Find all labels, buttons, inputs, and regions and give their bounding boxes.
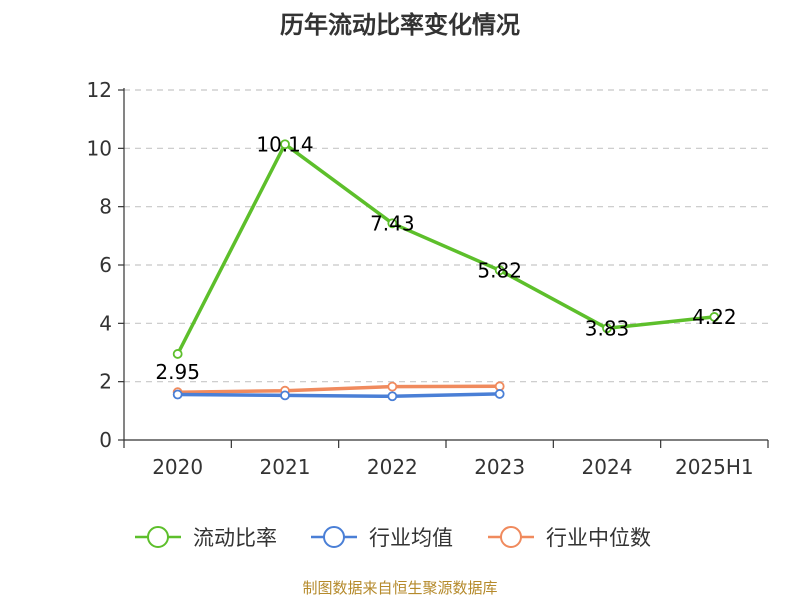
- x-tick-label: 2021: [260, 455, 311, 479]
- data-point: [494, 265, 505, 276]
- x-tick-label: 2023: [474, 455, 525, 479]
- data-point: [709, 312, 720, 322]
- legend-label: 行业中位数: [546, 526, 651, 550]
- legend-marker: [323, 526, 345, 548]
- data-point: [280, 139, 290, 150]
- data-label: 4.22: [692, 305, 737, 329]
- legend-label: 行业均值: [369, 526, 453, 550]
- y-tick-label: 12: [87, 78, 112, 102]
- legend-marker: [500, 526, 522, 548]
- data-label: 2.95: [155, 360, 200, 384]
- series-lines: [172, 139, 720, 402]
- chart-title: 历年流动比率变化情况: [280, 11, 520, 39]
- y-tick-label: 0: [99, 428, 112, 452]
- y-tick-label: 8: [99, 195, 112, 219]
- data-label: 3.83: [585, 316, 630, 340]
- y-tick-label: 4: [99, 311, 112, 335]
- legend: 流动比率 行业均值 行业中位数: [135, 526, 651, 550]
- data-label: 10.14: [256, 132, 313, 156]
- x-tick-label: 2020: [152, 455, 203, 479]
- data-point: [387, 381, 398, 392]
- x-tick-label: 2024: [582, 455, 633, 479]
- y-tick-label: 2: [99, 370, 112, 394]
- x-tick-label: 2025H1: [675, 455, 754, 479]
- legend-label: 流动比率: [193, 526, 277, 550]
- data-label: 7.43: [370, 211, 415, 235]
- y-tick-label: 6: [99, 253, 112, 277]
- data-point: [280, 390, 290, 401]
- data-point: [387, 391, 398, 402]
- source-note: 制图数据来自恒生聚源数据库: [302, 579, 497, 597]
- data-point: [494, 389, 505, 399]
- x-tick-label: 2022: [367, 455, 418, 479]
- legend-marker: [147, 526, 169, 548]
- data-point: [387, 218, 398, 229]
- y-tick-label: 10: [87, 136, 112, 160]
- data-labels: 2.95 10.14 7.43 5.82 3.83 4.22: [155, 132, 736, 384]
- data-point: [172, 389, 183, 400]
- data-label: 5.82: [477, 258, 522, 282]
- series-line: [177, 384, 500, 394]
- series-line: [177, 392, 500, 399]
- series-line: [176, 142, 715, 355]
- gridlines: [124, 89, 768, 383]
- axes: 0 2 4 6 8 10 12 2020 2021 2022 2023 2024 2025H1: [87, 78, 769, 479]
- data-point: [172, 349, 183, 359]
- data-point: [602, 323, 612, 334]
